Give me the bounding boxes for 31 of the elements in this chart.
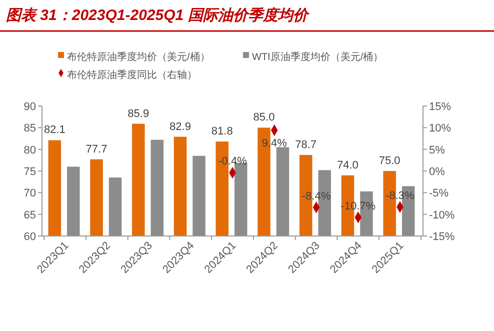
legend-label: 布伦特原油季度均价（美元/桶） xyxy=(67,51,210,63)
y2-tick-label: -15% xyxy=(429,231,455,243)
data-label: -10.7% xyxy=(340,200,376,212)
data-label: -8.4% xyxy=(302,190,331,202)
y2-tick-label: 0% xyxy=(429,166,446,178)
data-label: 82.9 xyxy=(170,120,191,133)
chart-title: 图表 31：2023Q1-2025Q1 国际油价季度均价 xyxy=(6,6,310,24)
legend-label: WTI原油季度均价（美元/桶） xyxy=(252,51,384,63)
y-tick-label: 90 xyxy=(24,101,36,113)
data-label: 81.8 xyxy=(211,126,233,138)
legend-label: 布伦特原油季度同比（右轴） xyxy=(67,69,197,81)
y2-tick-label: 10% xyxy=(429,122,452,135)
data-label: 74.0 xyxy=(337,159,358,172)
y-tick-label: 80 xyxy=(24,144,36,156)
data-label: 85.9 xyxy=(128,108,150,120)
data-label: -0.4% xyxy=(218,156,248,168)
y2-tick-label: 5% xyxy=(429,144,446,156)
y-tick-label: 85 xyxy=(24,122,36,135)
data-label: 77.7 xyxy=(86,143,108,156)
data-label: 75.0 xyxy=(378,155,400,167)
data-label: 85.0 xyxy=(253,112,275,124)
data-label: -8.3% xyxy=(386,190,415,202)
y-tick-label: 75 xyxy=(24,166,36,178)
data-label: 78.7 xyxy=(295,138,317,151)
y2-tick-label: -10% xyxy=(429,209,455,222)
y-tick-label: 65 xyxy=(24,209,36,222)
data-label: 82.1 xyxy=(44,124,66,136)
y-tick-label: 70 xyxy=(24,188,36,200)
y2-tick-label: -5% xyxy=(429,188,449,200)
y2-tick-label: 15% xyxy=(429,101,452,113)
y-tick-label: 60 xyxy=(24,231,36,243)
